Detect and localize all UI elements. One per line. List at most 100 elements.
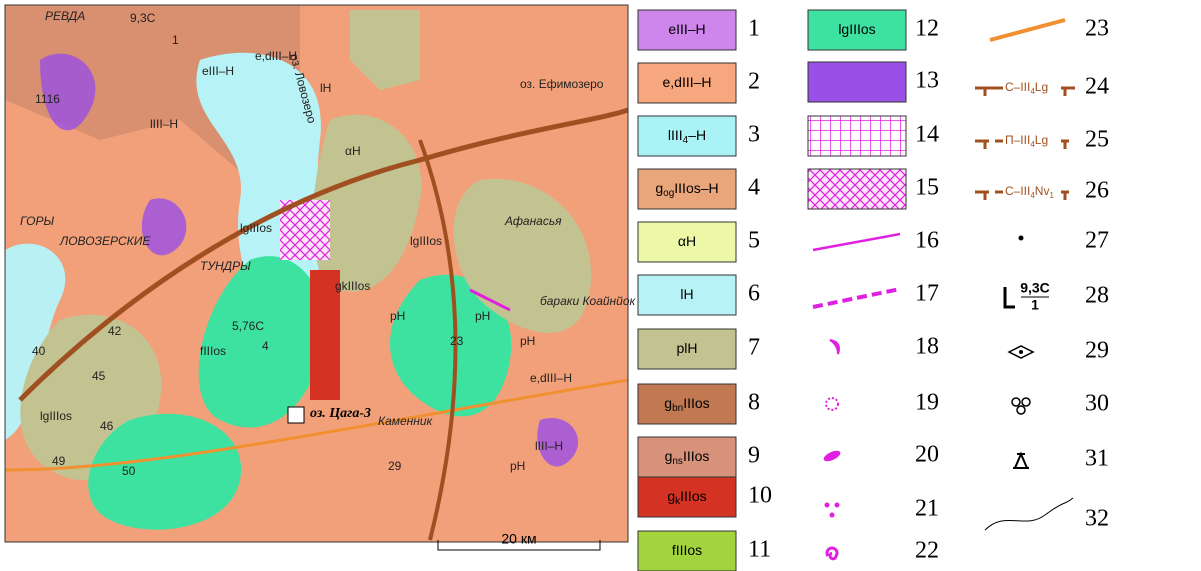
legend-number: 15 — [915, 175, 939, 201]
legend-number: 11 — [748, 537, 771, 563]
label-part: C–III — [1005, 184, 1030, 198]
legend-item: 29 — [1009, 338, 1109, 364]
map-label: 4 — [262, 339, 269, 353]
legend-item: 5 αH — [638, 222, 760, 262]
legend-item: 3lIII4–H — [638, 116, 760, 156]
map-label: e,dIII–H — [530, 371, 572, 385]
legend-item: 23 — [990, 16, 1109, 42]
legend-symbol — [827, 548, 837, 559]
legend-item: 30 — [1012, 391, 1109, 417]
map-label: gkIIIos — [335, 279, 370, 293]
map-label: ГОРЫ — [20, 214, 54, 228]
legend-swatch — [808, 116, 906, 156]
legend-item: 24C–III4Lg — [975, 74, 1109, 100]
legend-number: 4 — [748, 175, 760, 201]
map-label: 29 — [388, 459, 402, 473]
legend-label: 1 — [1031, 297, 1039, 313]
map-label: ЛОВОЗЕРСКИЕ — [59, 234, 151, 248]
map-label: Каменник — [378, 414, 434, 428]
label-part: Lg — [1035, 80, 1048, 94]
legend-item: 19 — [826, 390, 939, 416]
map-label: fIIIos — [200, 344, 226, 358]
legend-label: lH — [680, 286, 693, 302]
legend-item: 7 plH — [638, 329, 760, 369]
map-label: pH — [520, 334, 535, 348]
legend-number: 30 — [1085, 391, 1109, 417]
legend-symbol — [822, 449, 842, 464]
legend-number: 13 — [915, 68, 939, 94]
map-label: 40 — [32, 344, 46, 358]
legend-symbol — [830, 340, 839, 354]
legend-label: αH — [678, 233, 696, 249]
label-part: g — [667, 488, 675, 504]
label-part: lgIIIos — [838, 21, 875, 37]
legend-symbol — [1017, 406, 1025, 414]
legend-symbol — [1019, 350, 1023, 354]
label-part: IIIos–H — [674, 180, 718, 196]
label-part: C–III — [1005, 80, 1030, 94]
label-part: fIIIos — [672, 542, 702, 558]
map-label: 5,76C — [232, 319, 264, 333]
legend-label: plH — [676, 340, 697, 356]
legend-number: 2 — [748, 69, 760, 95]
legend-symbol — [1012, 398, 1020, 406]
legend-item: 289,3C1 — [1005, 280, 1109, 313]
label-part: αH — [678, 233, 696, 249]
legend-item: 13 — [808, 62, 939, 102]
legend-number: 19 — [915, 390, 939, 416]
legend-item: 32 — [985, 498, 1109, 532]
scale-label: 20 км — [501, 531, 536, 547]
label-part: Lg — [1035, 133, 1048, 147]
legend-number: 9 — [748, 443, 760, 469]
map-label: pH — [390, 309, 405, 323]
map-label: αH — [345, 144, 361, 158]
legend-item: 11 fIIIos — [638, 531, 771, 571]
label-part: og — [663, 188, 674, 199]
legend-item: 2 e,dIII–H — [638, 63, 760, 103]
legend-number: 28 — [1085, 283, 1109, 309]
label-part: g — [664, 395, 672, 411]
lake-label: оз. Цага-3 — [310, 406, 371, 421]
map-label: РЕВДА — [45, 9, 85, 23]
label-part: plH — [676, 340, 697, 356]
legend-number: 8 — [748, 390, 760, 416]
label-part: bn — [672, 403, 683, 414]
legend-swatch — [808, 169, 906, 209]
legend-item: 6lH — [638, 275, 760, 315]
label-part: –H — [688, 127, 706, 143]
label-part: П–III — [1005, 133, 1030, 147]
map-label: lgIIIos — [40, 409, 72, 423]
map-label: 9,3C — [130, 11, 156, 25]
legend-label: eIII–H — [668, 21, 705, 37]
map-label: lIII–H — [150, 117, 178, 131]
label-part: IIIos — [680, 488, 706, 504]
map-label: pH — [510, 459, 525, 473]
legend-number: 5 — [748, 228, 760, 254]
legend-number: 27 — [1085, 228, 1109, 254]
legend-number: 7 — [748, 335, 760, 361]
legend-number: 1 — [748, 16, 760, 42]
legend-number: 32 — [1085, 506, 1109, 532]
legend-label: fIIIos — [672, 542, 702, 558]
legend-item: 22 — [827, 538, 939, 564]
legend-number: 14 — [915, 122, 939, 148]
legend-symbol — [1013, 454, 1029, 468]
map-figure: 20 км оз. Цага-3 РЕВДА9,3C1оз. Ефимозеро… — [0, 0, 1201, 571]
legend-symbol — [1005, 287, 1015, 307]
label-part: IIIos — [683, 448, 709, 464]
map-label: e,dIII–H — [255, 49, 297, 63]
label-part: g — [665, 448, 673, 464]
legend-symbol — [826, 398, 838, 410]
label-part: ns — [672, 456, 683, 467]
legend-symbol — [830, 513, 835, 518]
label-part: e,dIII–H — [662, 74, 711, 90]
legend-symbol — [985, 498, 1073, 530]
legend-item: 25П–III4Lg — [975, 127, 1109, 153]
legend-item: 4 gogIIIos–H — [638, 169, 760, 209]
label-part: g — [655, 180, 663, 196]
legend-number: 23 — [1085, 16, 1109, 42]
map-label: 42 — [108, 324, 122, 338]
map-label: 1 — [172, 33, 179, 47]
